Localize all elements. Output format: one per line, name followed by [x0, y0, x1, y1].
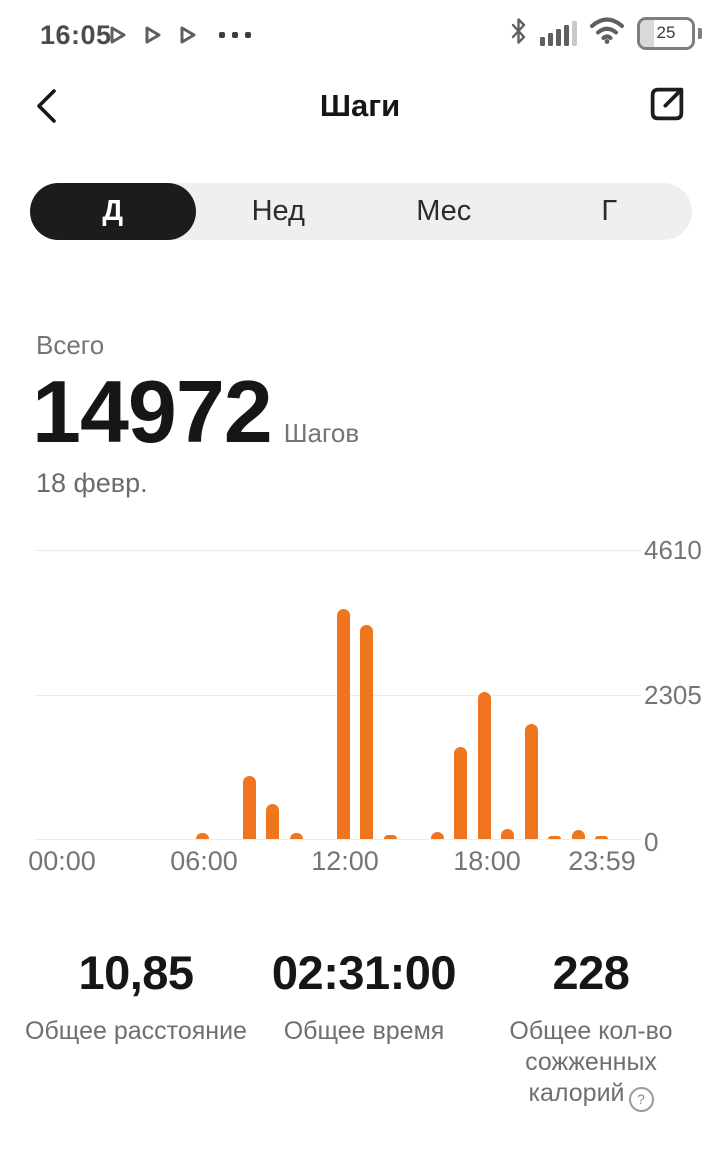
steps-unit: Шагов — [283, 418, 360, 448]
share-button[interactable] — [646, 83, 690, 127]
period-tabs: Д Нед Мес Г — [30, 183, 692, 240]
tab-day[interactable]: Д — [30, 183, 196, 240]
chart-bar-hour-22[interactable] — [571, 830, 585, 839]
clock: 16:05 — [40, 20, 112, 50]
chart-bar-hour-12[interactable] — [336, 609, 350, 839]
chart-bar-hour-20[interactable] — [524, 724, 538, 839]
total-label: Всего — [36, 330, 105, 360]
help-icon[interactable]: ? — [628, 1087, 654, 1112]
distance-value: 10,85 — [78, 946, 194, 999]
battery-fill — [640, 19, 654, 47]
y-axis-label-max: 4610 — [644, 535, 702, 565]
steps-bar-chart — [35, 550, 641, 840]
status-bar: 16:05 — [0, 0, 720, 60]
back-button[interactable] — [26, 84, 70, 128]
x-axis-label-1800: 18:00 — [453, 846, 521, 876]
battery-percent: 25 — [656, 23, 676, 42]
y-axis-label-mid: 2305 — [644, 680, 702, 710]
signal-icon — [540, 20, 577, 46]
play-notification-icon — [108, 25, 127, 45]
time-stat: 02:31:00 Общее время — [254, 945, 474, 1047]
chevron-left-icon — [37, 89, 56, 123]
play-notification-icon — [178, 25, 197, 45]
time-value: 02:31:00 — [271, 946, 457, 999]
chart-bar-hour-14[interactable] — [383, 835, 397, 839]
date-label: 18 февр. — [36, 468, 148, 498]
more-notifications-icon — [219, 32, 251, 38]
chart-bar-hour-23[interactable] — [595, 836, 608, 839]
steps-total: 14972 Шагов — [32, 368, 359, 456]
steps-value: 14972 — [32, 362, 273, 461]
time-label: Общее время — [283, 1017, 445, 1045]
tab-month[interactable]: Мес — [416, 195, 472, 227]
calories-stat: 228 Общее кол-во сожженных калорий? — [496, 945, 686, 1112]
gridline-top — [35, 550, 641, 551]
chart-bar-hour-10[interactable] — [289, 833, 303, 839]
x-axis-label-0600: 06:00 — [170, 846, 238, 876]
chart-bar-hour-18[interactable] — [477, 692, 491, 839]
play-notification-icon — [143, 25, 162, 45]
chart-bar-hour-6[interactable] — [195, 833, 209, 839]
chart-bar-hour-9[interactable] — [266, 804, 279, 839]
distance-stat: 10,85 Общее расстояние — [20, 945, 252, 1047]
distance-label: Общее расстояние — [25, 1017, 247, 1045]
tab-week[interactable]: Нед — [251, 195, 305, 227]
x-axis-label-2359: 23:59 — [568, 846, 636, 876]
calories-value: 228 — [552, 946, 630, 999]
calories-label: Общее кол-во сожженных калорий? — [496, 1016, 686, 1112]
chart-bar-hour-19[interactable] — [501, 829, 514, 839]
page-title: Шаги — [319, 88, 401, 123]
wifi-icon — [590, 17, 624, 49]
x-axis: 00:00 06:00 12:00 18:00 23:59 — [0, 846, 720, 878]
battery-icon: 25 — [637, 16, 695, 50]
status-bar-right: 25 — [510, 16, 702, 50]
y-axis-label-zero: 0 — [644, 827, 659, 857]
x-axis-label-0000: 00:00 — [28, 846, 96, 876]
chart-bar-hour-13[interactable] — [360, 625, 373, 839]
share-icon — [650, 87, 684, 121]
header: Шаги — [0, 78, 720, 134]
notification-icons — [108, 25, 251, 45]
tab-year[interactable]: Г — [601, 195, 618, 227]
x-axis-label-1200: 12:00 — [311, 846, 379, 876]
gridline-baseline — [35, 839, 641, 840]
chart-bar-hour-21[interactable] — [548, 836, 561, 839]
chart-bar-hour-16[interactable] — [430, 832, 444, 839]
chart-bar-hour-8[interactable] — [242, 776, 256, 839]
chart-bar-hour-17[interactable] — [454, 747, 467, 839]
bluetooth-icon — [510, 17, 527, 50]
battery-nub — [698, 27, 702, 39]
